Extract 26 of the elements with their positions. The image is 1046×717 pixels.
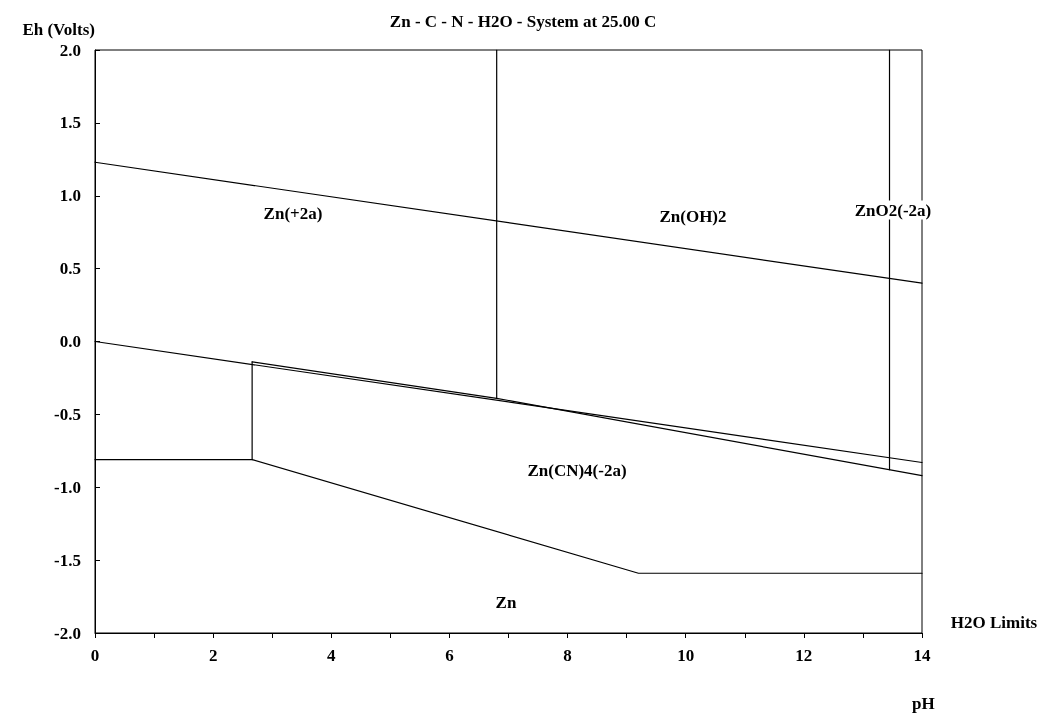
- annotation: Zn: [495, 592, 517, 612]
- y-tick-label: -0.5: [54, 404, 81, 424]
- text: H2O Limits: [950, 612, 1038, 632]
- y-tick-label: -1.0: [54, 477, 81, 497]
- y-tick-label: 1.5: [59, 113, 81, 133]
- y-axis-title: Eh (Volts): [22, 20, 95, 39]
- y-tick-label: 1.0: [59, 186, 81, 206]
- annotation: ZnO2(-2a): [854, 200, 932, 220]
- annotation: Zn(OH)2: [659, 206, 727, 226]
- chart-title: Zn - C - N - H2O - System at 25.00 C: [389, 12, 657, 31]
- y-tick-label: -2.0: [54, 623, 81, 643]
- y-tick-label: -1.5: [54, 550, 81, 570]
- y-tick-label: 0.0: [59, 332, 81, 351]
- annotation: Zn(+2a): [263, 203, 323, 223]
- y-tick-label: 2.0: [59, 40, 81, 60]
- x-tick-label: 6: [445, 646, 454, 665]
- x-tick-label: 12: [795, 646, 813, 665]
- x-tick-label: 10: [677, 646, 695, 665]
- x-tick-label: 14: [913, 646, 931, 665]
- y-tick-label: 0.5: [59, 259, 81, 279]
- x-tick-label: 8: [563, 646, 572, 665]
- x-tick-label: 4: [327, 646, 337, 665]
- x-axis-title: pH: [912, 694, 935, 713]
- x-tick-label: 0: [90, 646, 100, 665]
- annotation: Zn(CN)4(-2a): [527, 460, 627, 480]
- x-tick-label: 2: [208, 646, 218, 665]
